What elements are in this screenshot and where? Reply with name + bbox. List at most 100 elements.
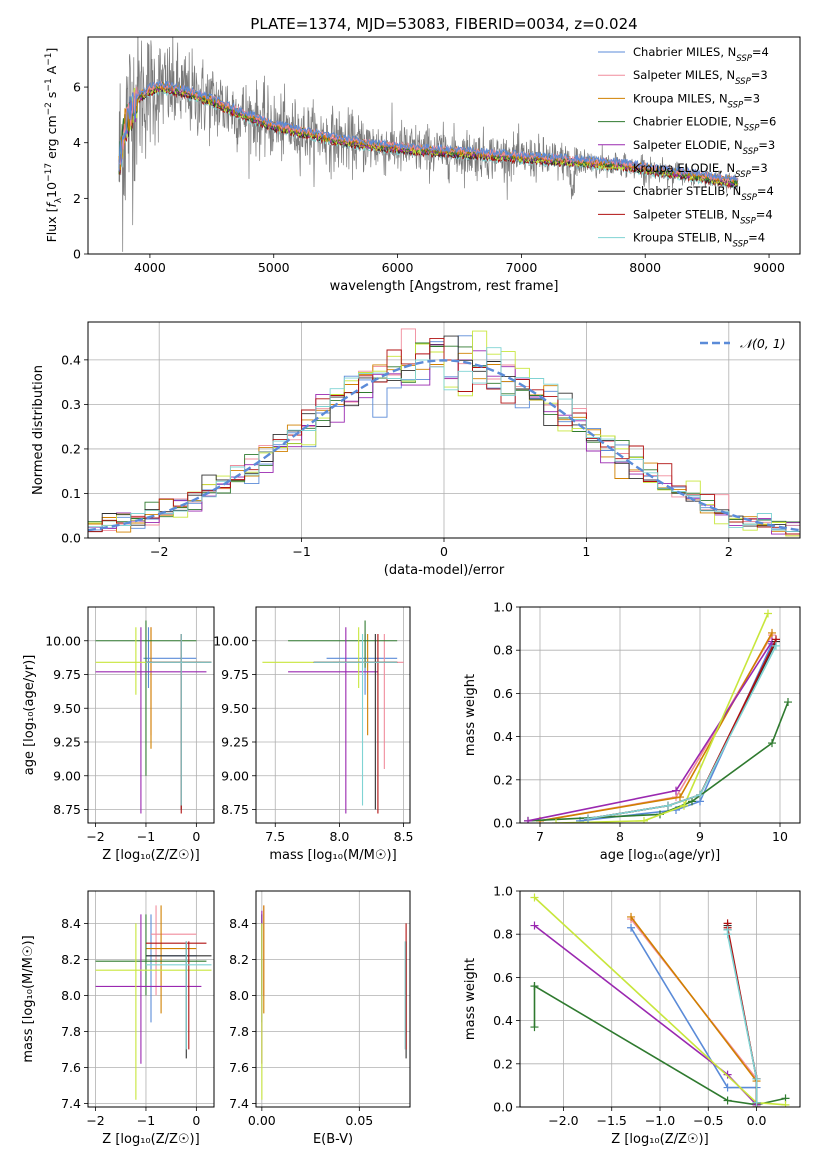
age_vs_Z-ytick-label: 9.25 [53, 735, 81, 750]
massweight_vs_age-xtick-label: 10 [772, 829, 788, 844]
spectrum-ytick-label: 0 [73, 247, 81, 262]
legend-label-sub: SSP [740, 216, 756, 226]
spectrum-xlabel: wavelength [Angstrom, rest frame] [330, 279, 559, 294]
spectrum-ytick-label: 4 [73, 135, 81, 150]
spectrum-xtick-label: 8000 [629, 260, 661, 275]
spectrum-ylabel-part: −2 [44, 102, 54, 115]
legend-label: Salpeter MILES, NSSP=3 [633, 68, 768, 87]
mass_vs_EBV-ytick-label: 7.6 [229, 1060, 249, 1075]
age_vs_mass-xtick-label: 8.0 [329, 829, 349, 844]
massweight-marker [688, 797, 696, 806]
massweight-marker [530, 1023, 539, 1032]
age_vs_Z-ylabel: age [log₁₀(age/yr)] [22, 655, 37, 776]
mass_vs_Z-xlabel: Z [log₁₀(Z/Z☉)] [102, 1132, 199, 1147]
spectrum-xtick-label: 4000 [134, 260, 166, 275]
massweight_vs_Z-xtick-label: −0.5 [693, 1113, 723, 1128]
age_vs_Z-xtick-label: −2 [86, 829, 104, 844]
legend-label-name: Chabrier MILES, N [633, 45, 736, 59]
spectrum-ylabel-part: ] [44, 48, 59, 53]
massweight-series-line [726, 929, 758, 1103]
spectrum-ylabel-part: A [44, 65, 59, 78]
massweight_vs_Z-xtick-label: −1.5 [597, 1113, 627, 1128]
spectrum-ylabel-part: 10 [44, 182, 59, 198]
massweight-series-line [555, 613, 769, 823]
legend-label-n: =4 [748, 231, 765, 245]
massweight_vs_Z-xtick-label: −2.0 [548, 1113, 578, 1128]
spectrum-ytick-label: 2 [73, 191, 81, 206]
spectrum-ylabel-part: Flux [ [44, 208, 59, 243]
age_vs_mass-plot [262, 620, 404, 814]
mass_vs_EBV-ytick-label: 7.8 [229, 1024, 249, 1039]
massweight-marker [784, 698, 792, 707]
massweight-series-line [630, 918, 758, 1107]
age_vs_mass-axes: 7.5 8.0 8.5 8.75 9.00 9.25 9.50 9.75 10.00 mass [… [213, 606, 414, 863]
massweight_vs_Z-xtick-label: 0.0 [747, 1113, 767, 1128]
massweight-marker [768, 628, 776, 637]
legend-label-name: Salpeter ELODIE, N [633, 138, 743, 152]
mass_vs_EBV-frame [255, 890, 411, 1108]
legend-label: Kroupa STELIB, NSSP=4 [633, 231, 765, 250]
mass_vs_EBV-axes: 0.00 0.05 7.4 7.6 7.8 8.0 8.2 8.4 E(B-V) [229, 890, 411, 1147]
massweight_vs_age-axes: 7 8 9 10 0.0 0.2 0.4 0.6 0.8 1.0 age [log₁₀(age/yr… [463, 600, 801, 863]
mass_vs_Z-ytick-label: 8.2 [61, 952, 81, 967]
massweight-series-line [539, 634, 773, 822]
massweight_vs_age-ytick-label: 0.8 [493, 643, 513, 658]
massweight_vs_Z-xtick-label: −1.0 [645, 1113, 675, 1128]
age_vs_Z-ytick-label: 10.00 [45, 633, 81, 648]
age_vs_mass-ytick-label: 10.00 [213, 633, 249, 648]
legend-label-n: =4 [756, 207, 773, 221]
massweight-series-line [587, 639, 777, 820]
legend-label-name: Salpeter STELIB, N [633, 207, 740, 221]
mass_vs_Z-plot [95, 905, 212, 1100]
massweight-marker [584, 814, 592, 823]
massweight_vs_age-xlabel: age [log₁₀(age/yr)] [600, 848, 721, 863]
histogram-step-line [88, 337, 800, 535]
spectrum-plot [118, 37, 739, 252]
residuals-ytick-label: 0.1 [61, 486, 81, 501]
legend-label: Kroupa MILES, NSSP=3 [633, 91, 760, 110]
residuals-ytick-label: 0.3 [61, 397, 81, 412]
age_vs_Z-axes: −2 −1 0 8.75 9.00 9.25 9.50 9.75 10.00 Z [log₁₀(Z… [22, 606, 215, 863]
massweight-marker [627, 923, 636, 932]
spectrum-ylabel-part: s [44, 92, 59, 103]
spectrum-model-line [118, 80, 739, 182]
spectrum-ylabel-part: −1 [44, 78, 54, 91]
massweight-marker [530, 982, 539, 991]
spectrum-ytick-label: 6 [73, 80, 81, 95]
legend-label-sub: SSP [736, 54, 752, 64]
residuals-xtick-label: 1 [582, 544, 590, 559]
spectrum-ylabel-part: erg cm [44, 115, 59, 163]
massweight-series-line [527, 641, 773, 822]
residuals-ytick-label: 0.2 [61, 441, 81, 456]
massweight_vs_Z-ytick-label: 0.6 [493, 970, 513, 985]
normal-legend-label: 𝒩(0, 1) [740, 336, 786, 351]
legend-label: Chabrier STELIB, NSSP=4 [633, 184, 774, 203]
spectrum-ylabel: Flux [fλ10−17 erg cm−2 s−1 A−1] [44, 48, 64, 243]
age_vs_mass-xlabel: mass [log₁₀(M/M☉)] [269, 848, 396, 863]
massweight-marker [781, 1100, 790, 1107]
legend-label-sub: SSP [741, 193, 757, 203]
mass_vs_EBV-ytick-label: 7.4 [229, 1096, 249, 1111]
age_vs_Z-ytick-label: 9.50 [53, 701, 81, 716]
massweight_vs_Z-ytick-label: 1.0 [493, 884, 513, 899]
legend-label-n: =6 [759, 115, 776, 129]
age_vs_mass-frame [255, 606, 411, 824]
mass_vs_Z-ytick-label: 7.4 [61, 1096, 81, 1111]
spectrum-ylabel-part: f [44, 202, 59, 208]
massweight-marker [764, 609, 772, 618]
massweight-marker [530, 893, 539, 902]
mass_vs_Z-ytick-label: 8.0 [61, 988, 81, 1003]
mass_vs_EBV-ytick-label: 8.0 [229, 988, 249, 1003]
massweight_vs_age-xtick-label: 8 [616, 829, 624, 844]
spectrum-axes: 4000 5000 6000 7000 8000 9000 0 2 4 6 wavelength [… [44, 36, 801, 294]
massweight-marker [723, 1070, 732, 1079]
residuals-xtick-label: 0 [440, 544, 448, 559]
age_vs_Z-ytick-label: 9.00 [53, 768, 81, 783]
massweight_vs_Z-frame [519, 890, 801, 1108]
massweight-marker [723, 1096, 732, 1105]
massweight-marker [627, 912, 636, 921]
legend-label-sub: SSP [735, 77, 751, 87]
legend-label-n: =3 [743, 91, 760, 105]
